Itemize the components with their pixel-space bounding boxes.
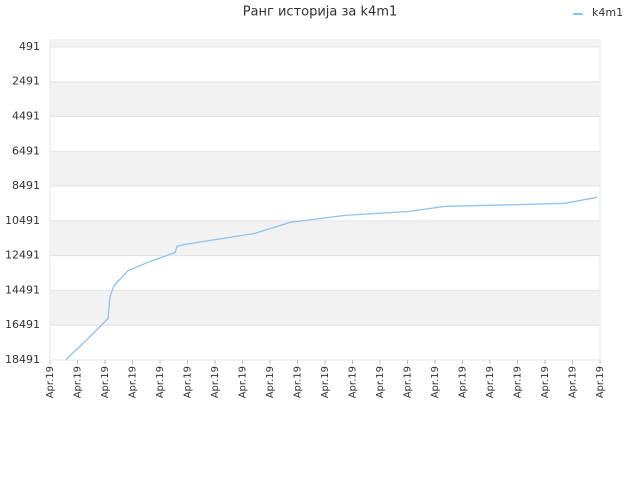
- line: [65, 196, 598, 361]
- x-tick-label: Apr.19: [73, 366, 84, 398]
- grid-band: [50, 40, 600, 47]
- x-tick-label: Apr.19: [458, 366, 469, 398]
- x-tick-label: Apr.19: [155, 366, 166, 398]
- y-tick-label: 10491: [5, 214, 40, 227]
- x-tick-label: Apr.19: [430, 366, 441, 398]
- x-tick-label: Apr.19: [348, 366, 359, 398]
- grid-band: [50, 220, 600, 256]
- grid-band: [50, 81, 600, 117]
- chart-title: Ранг историја за k4m1: [243, 5, 398, 20]
- x-tick-label: Apr.19: [540, 366, 551, 398]
- x-tick-label: Apr.19: [375, 366, 386, 398]
- x-tick-label: Apr.19: [210, 366, 221, 398]
- x-tick-label: Apr.19: [183, 366, 194, 398]
- y-tick-label: 491: [19, 40, 40, 53]
- x-tick-label: Apr.19: [45, 366, 56, 398]
- y-tick-label: 12491: [5, 249, 40, 262]
- x-tick-label: Apr.19: [595, 366, 606, 398]
- grid-band: [50, 151, 600, 187]
- x-tick-label: Apr.19: [403, 366, 414, 398]
- grid-band: [50, 290, 600, 326]
- y-tick-label: 14491: [5, 283, 40, 296]
- x-tick-label: Apr.19: [265, 366, 276, 398]
- x-tick-label: Apr.19: [320, 366, 331, 398]
- x-tick-label: Apr.19: [100, 366, 111, 398]
- x-tick-label: Apr.19: [238, 366, 249, 398]
- y-tick-label: 18491: [5, 353, 40, 366]
- y-tick-label: 8491: [12, 179, 40, 192]
- x-tick-label: Apr.19: [568, 366, 579, 398]
- y-tick-label: 6491: [12, 144, 40, 157]
- x-tick-label: Apr.19: [513, 366, 524, 398]
- y-tick-label: 2491: [12, 75, 40, 88]
- x-tick-label: Apr.19: [293, 366, 304, 398]
- legend-label: k4m1: [592, 6, 623, 19]
- x-tick-label: Apr.19: [128, 366, 139, 398]
- x-tick-label: Apr.19: [485, 366, 496, 398]
- y-tick-label: 16491: [5, 318, 40, 331]
- y-tick-label: 4491: [12, 110, 40, 123]
